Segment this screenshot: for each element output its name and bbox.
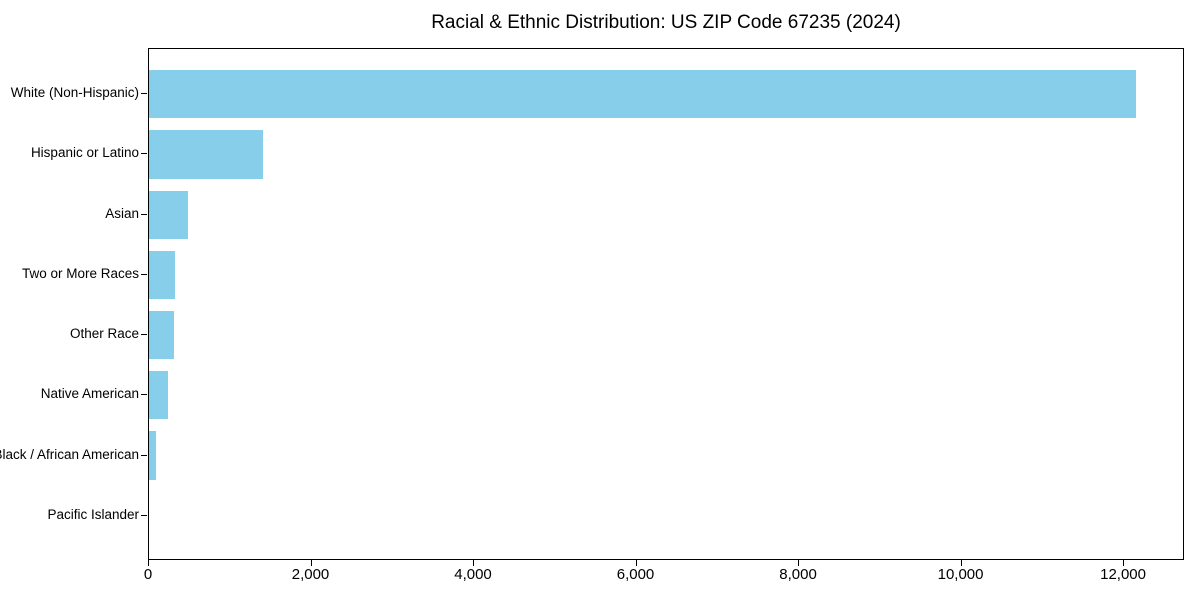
bar-asian	[149, 190, 189, 239]
plot-area	[148, 48, 1184, 560]
chart-title: Racial & Ethnic Distribution: US ZIP Cod…	[431, 12, 901, 33]
y-tick-mark	[141, 273, 147, 275]
x-tick-mark	[1123, 560, 1125, 566]
y-tick-mark	[141, 514, 147, 516]
x-tick-mark	[635, 560, 637, 566]
y-tick-label: Hispanic or Latino	[30, 145, 139, 161]
x-tick-mark	[473, 560, 475, 566]
x-tick-mark	[960, 560, 962, 566]
y-tick-label: Other Race	[69, 326, 139, 342]
y-tick-mark	[141, 213, 147, 215]
bar-native-american	[149, 371, 169, 420]
x-tick-mark	[798, 560, 800, 566]
x-tick-label: 0	[143, 566, 153, 583]
y-tick-mark	[141, 334, 147, 336]
y-tick-mark	[141, 454, 147, 456]
x-tick-label: 2,000	[291, 566, 330, 583]
y-tick-label: Black / African American	[0, 446, 139, 462]
x-tick-mark	[310, 560, 312, 566]
bar-two-or-more-races	[149, 250, 176, 299]
x-tick-label: 4,000	[454, 566, 492, 583]
x-tick-label: 8,000	[779, 566, 817, 583]
x-tick-mark	[148, 560, 149, 566]
y-tick-label: Pacific Islander	[47, 506, 139, 522]
bar-black-african-american	[149, 431, 156, 480]
bar-white-non-hispanic	[149, 70, 1137, 119]
x-tick-label: 12,000	[1100, 566, 1146, 583]
x-tick-label: 10,000	[937, 566, 984, 583]
bar-hispanic-or-latino	[149, 130, 263, 179]
x-tick-label: 6,000	[616, 566, 655, 583]
y-tick-mark	[141, 93, 147, 95]
y-tick-mark	[141, 153, 147, 155]
y-tick-label: Native American	[40, 386, 139, 402]
bar-other-race	[149, 311, 175, 360]
y-tick-label: Asian	[105, 205, 139, 221]
y-tick-mark	[141, 394, 147, 396]
y-tick-label: White (Non-Hispanic)	[10, 85, 139, 101]
y-tick-label: Two or More Races	[21, 265, 139, 281]
